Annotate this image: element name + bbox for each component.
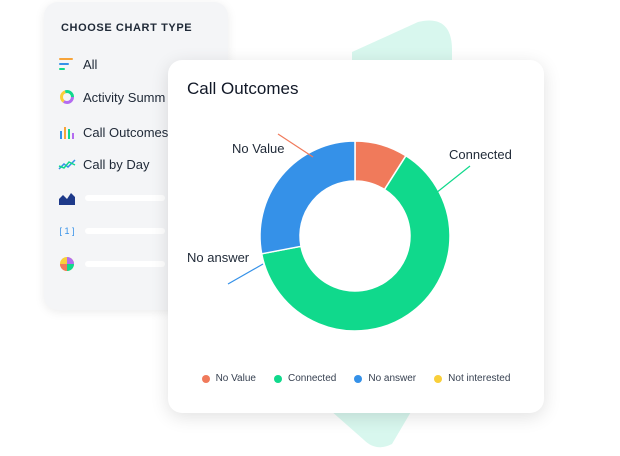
- chart-type-pie[interactable]: [58, 254, 165, 274]
- donut-slice-connected[interactable]: [260, 154, 451, 332]
- chart-type-number[interactable]: [ 1 ]: [58, 221, 165, 241]
- legend-label: Not interested: [448, 373, 511, 384]
- chart-type-label: All: [83, 56, 98, 72]
- chart-type-all[interactable]: All: [58, 54, 97, 74]
- column-chart-icon: [58, 123, 76, 141]
- legend-item[interactable]: No Value: [201, 373, 256, 384]
- placeholder-bar: [85, 228, 165, 234]
- chart-legend: No Value Connected No answer Not interested: [168, 373, 544, 384]
- legend-swatch: [201, 374, 210, 383]
- legend-swatch: [273, 374, 282, 383]
- slice-label: Connected: [449, 147, 512, 162]
- card-title: Call Outcomes: [187, 79, 299, 98]
- legend-item[interactable]: No answer: [354, 373, 416, 384]
- panel-title: CHOOSE CHART TYPE: [61, 22, 193, 34]
- slice-label: No Value: [232, 141, 285, 156]
- chart-type-label: Call Outcomes: [83, 124, 169, 140]
- chart-type-label: Call by Day: [83, 156, 150, 172]
- chart-type-call-outcomes[interactable]: Call Outcomes: [58, 122, 168, 142]
- chart-type-area[interactable]: [58, 188, 165, 208]
- chart-type-call-by-day[interactable]: Call by Day: [58, 154, 149, 174]
- donut-chart: No Value Connected No answer: [187, 133, 512, 332]
- legend-label: Connected: [287, 373, 337, 384]
- pie-icon: [58, 255, 76, 273]
- call-outcomes-card: Call Outcomes No Value Connected No answer…: [168, 60, 544, 413]
- chart-type-activity-summary[interactable]: Activity Summ: [58, 87, 165, 107]
- leader-line: [227, 263, 264, 285]
- donut-slice-no-answer[interactable]: [259, 140, 356, 255]
- line-chart-icon: [58, 155, 76, 173]
- number-icon: [ 1 ]: [59, 226, 75, 236]
- placeholder-bar: [85, 195, 165, 201]
- area-chart-icon: [58, 189, 76, 207]
- legend-item[interactable]: Not interested: [434, 373, 510, 384]
- leader-line: [435, 165, 471, 194]
- donut-icon: [58, 88, 76, 106]
- legend-item[interactable]: Connected: [273, 373, 337, 384]
- legend-swatch: [434, 374, 443, 383]
- legend-label: No answer: [368, 373, 417, 384]
- slice-label: No answer: [187, 250, 250, 265]
- legend-swatch: [354, 374, 363, 383]
- leader-line: [277, 133, 314, 158]
- bars-icon: [58, 55, 76, 73]
- legend-label: No Value: [215, 373, 256, 384]
- chart-type-label: Activity Summ: [83, 89, 166, 105]
- placeholder-bar: [85, 261, 165, 267]
